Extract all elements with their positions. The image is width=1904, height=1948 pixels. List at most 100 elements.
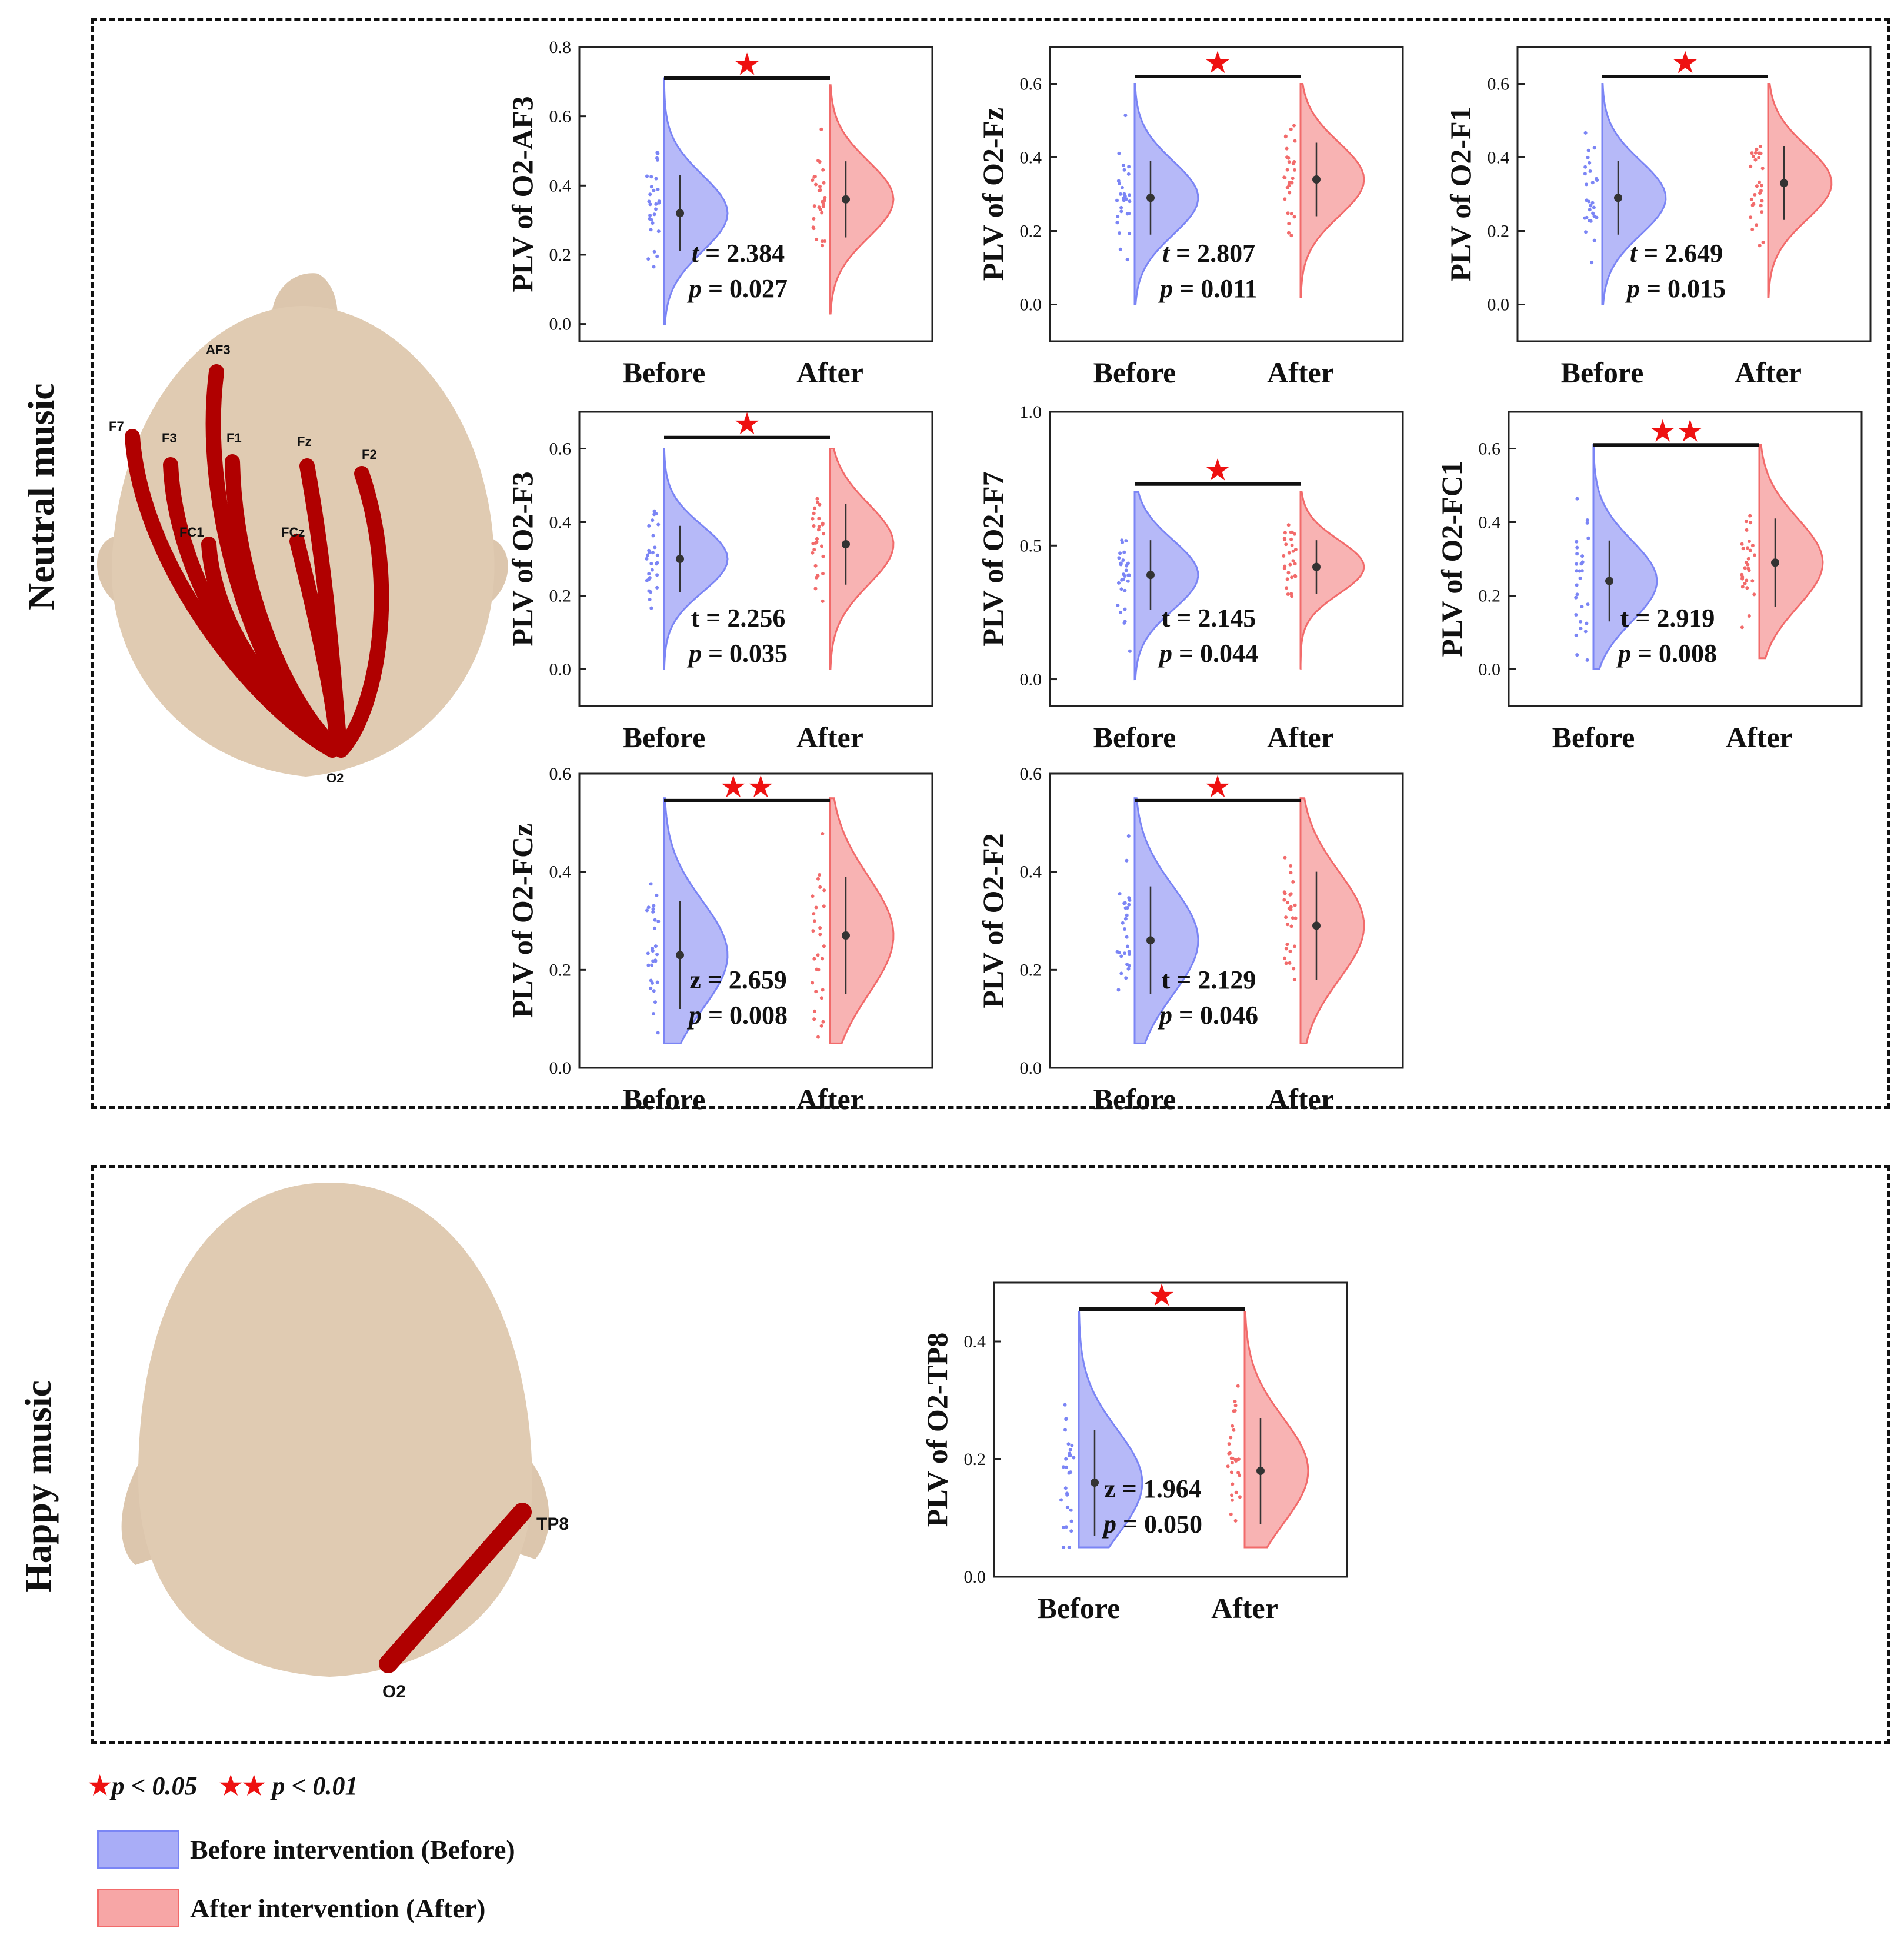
chart-o2-af3: 0.0 0.2 0.4 0.6 0.8 PLV of O2-AF3 Before After ★… (506, 38, 933, 389)
data-point-before (1126, 172, 1131, 176)
plot-frame (578, 411, 933, 707)
data-point-after (1292, 978, 1296, 981)
violin-after (829, 797, 895, 1044)
x-tick-label-before: Before (1093, 1083, 1176, 1115)
data-point-after (1229, 1436, 1233, 1440)
violin-before (1133, 83, 1199, 305)
data-point-after (1283, 197, 1287, 201)
data-point-before (1126, 834, 1131, 838)
electrode-tp8: TP8 (536, 1514, 569, 1534)
data-point-before (1117, 951, 1121, 955)
data-point-before (652, 265, 656, 269)
data-point-before (1125, 564, 1129, 568)
data-point-after (1291, 177, 1295, 181)
data-point-after (823, 239, 827, 243)
data-point-before (1592, 238, 1596, 242)
data-point-before (645, 578, 649, 582)
data-point-after (1238, 1495, 1242, 1499)
data-point-after (812, 1017, 816, 1021)
plot-frame (1049, 772, 1404, 1069)
data-point-before (653, 958, 658, 963)
data-point-before (657, 201, 661, 205)
violin-after (1758, 444, 1824, 660)
significance-stars: ★ (733, 408, 761, 441)
data-point-before (1127, 211, 1131, 215)
data-point-after (1289, 871, 1293, 875)
data-point-after (821, 204, 825, 208)
data-point-after (1743, 566, 1747, 570)
data-point-after (821, 168, 825, 172)
chart-o2-f3: 0.0 0.2 0.4 0.6 PLV of O2-F3 Before After ★ t = … (506, 408, 933, 754)
data-point-before (1586, 602, 1590, 607)
y-tick-label: 0.6 (549, 764, 572, 784)
electrode-f1: F1 (226, 431, 242, 445)
mean-point-before (1146, 571, 1155, 580)
data-point-after (1752, 592, 1756, 597)
data-point-before (1586, 536, 1590, 540)
data-point-after (818, 933, 822, 937)
data-point-before (648, 576, 652, 580)
data-point-before (1583, 172, 1587, 176)
chart-o2-fc1: 0.0 0.2 0.4 0.6 PLV of O2-FC1 Before After ★★ t … (1435, 411, 1863, 754)
data-point-after (822, 198, 826, 202)
data-point-before (1125, 258, 1129, 262)
y-tick-label: 0.6 (1488, 75, 1510, 94)
data-point-before (1122, 550, 1126, 554)
data-point-before (653, 944, 658, 948)
data-point-after (1289, 212, 1293, 216)
data-point-before (1066, 1442, 1071, 1446)
data-point-before (1583, 165, 1588, 169)
data-point-before (1059, 1498, 1063, 1502)
x-tick-label-before: Before (1038, 1591, 1121, 1624)
data-point-before (1122, 198, 1126, 202)
data-point-after (813, 564, 818, 568)
data-point-before (654, 202, 658, 206)
stat-value: t = 2.807 (1162, 239, 1255, 268)
x-tick-label-after: After (1267, 356, 1334, 389)
mean-point-before (676, 555, 684, 563)
significance-stars: ★ (733, 48, 761, 82)
data-point-before (1122, 192, 1126, 196)
data-point-before (655, 573, 659, 577)
mean-point-before (1146, 936, 1155, 945)
data-point-after (1286, 156, 1291, 160)
data-point-after (815, 237, 818, 241)
data-point-before (1583, 216, 1587, 220)
data-point-before (1121, 921, 1125, 925)
data-point-after (819, 127, 823, 131)
data-point-before (1118, 182, 1121, 185)
data-point-after (1283, 891, 1287, 895)
data-point-after (1747, 540, 1751, 543)
x-tick-label-before: Before (623, 721, 706, 754)
data-point-after (1749, 197, 1753, 201)
data-point-after (1285, 185, 1289, 189)
data-point-after (815, 540, 819, 544)
y-tick-label: 0.2 (1020, 960, 1042, 980)
data-point-before (655, 562, 658, 566)
data-point-before (654, 512, 658, 516)
significance-stars: ★ (1204, 46, 1232, 80)
y-tick-label: 0.0 (549, 315, 572, 334)
data-point-after (1758, 145, 1762, 149)
data-point-before (648, 202, 652, 207)
y-tick-label: 0.6 (1479, 439, 1501, 459)
chart-o2-f7: 0.0 0.5 1.0 PLV of O2-F7 Before After ★ t = 2.1… (976, 402, 1404, 754)
data-point-before (1125, 935, 1129, 939)
data-point-before (1590, 261, 1594, 265)
head-happy: TP8 O2 (121, 1183, 569, 1701)
stat-value: t = 2.919 (1620, 604, 1715, 632)
data-point-before (1119, 954, 1123, 958)
p-value: p = 0.050 (1101, 1510, 1202, 1539)
data-point-before (655, 953, 659, 957)
mean-point-after (1256, 1467, 1265, 1475)
data-point-after (1289, 924, 1293, 928)
data-point-after (822, 904, 826, 908)
y-tick-label: 0.2 (1479, 587, 1501, 606)
data-point-before (655, 553, 659, 557)
data-point-before (1067, 1546, 1071, 1549)
data-point-after (820, 211, 824, 215)
data-point-before (652, 188, 656, 192)
data-point-before (1068, 1448, 1072, 1452)
data-point-after (1758, 244, 1762, 248)
data-point-after (1230, 1498, 1234, 1502)
